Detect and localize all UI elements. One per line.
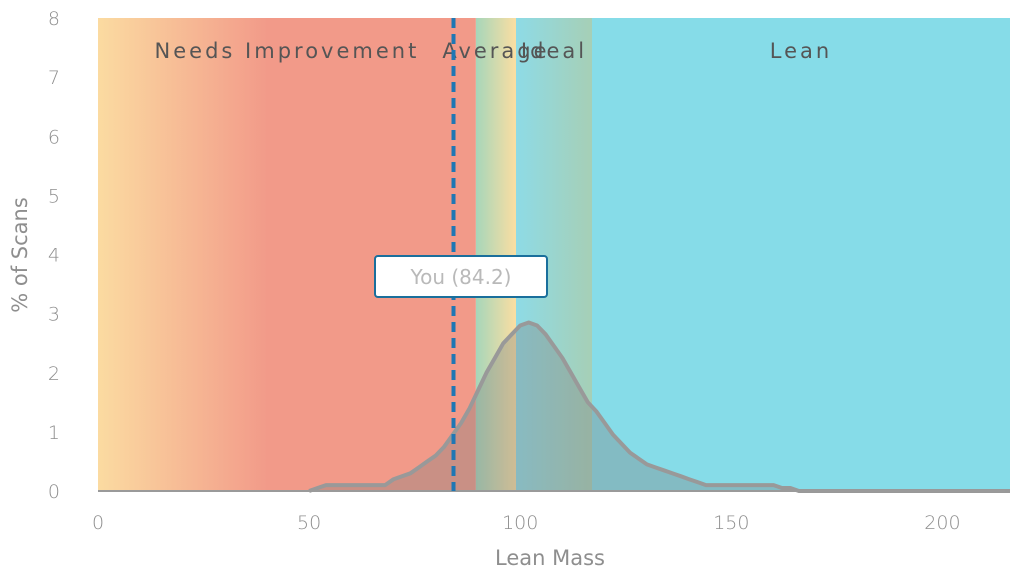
- x-tick-label: 150: [713, 512, 749, 534]
- zone-bands: [98, 18, 1010, 491]
- zone-band-lean: [592, 18, 1010, 491]
- y-tick-label: 3: [48, 304, 60, 326]
- you-marker: You (84.2): [374, 18, 548, 491]
- distribution-area: [309, 322, 1011, 491]
- x-tick-label: 100: [502, 512, 538, 534]
- y-tick-label: 7: [48, 67, 60, 89]
- x-axis-label: Lean Mass: [495, 546, 605, 570]
- x-tick-label: 200: [924, 512, 960, 534]
- x-tick-label: 0: [92, 512, 104, 534]
- x-tick-label: 50: [297, 512, 321, 534]
- y-tick-label: 1: [48, 422, 60, 444]
- y-tick-label: 5: [48, 185, 60, 207]
- y-tick-label: 0: [48, 481, 60, 503]
- zone-label-average: Average: [442, 39, 549, 63]
- zone-band-needs-improvement: [98, 18, 476, 491]
- y-axis-label: % of Scans: [8, 197, 32, 313]
- distribution-curve: [308, 320, 1011, 493]
- y-tick-label: 2: [48, 363, 60, 385]
- you-marker-box: [374, 255, 548, 298]
- y-tick-label: 8: [48, 8, 60, 30]
- zone-label-lean: Lean: [770, 39, 832, 63]
- you-marker-label: You (84.2): [410, 265, 512, 289]
- distribution-line: [308, 320, 1010, 493]
- zone-band-average: [475, 18, 516, 491]
- y-tick-label: 4: [48, 245, 60, 267]
- zone-label-ideal: Ideal: [521, 39, 587, 63]
- axes: 0 1 2 3 4 5 6 7 8 0 50 100 150 200: [48, 8, 1005, 534]
- zone-band-ideal: [516, 18, 592, 491]
- zone-label-needs-improvement: Needs Improvement: [155, 39, 420, 63]
- y-tick-label: 6: [48, 126, 60, 148]
